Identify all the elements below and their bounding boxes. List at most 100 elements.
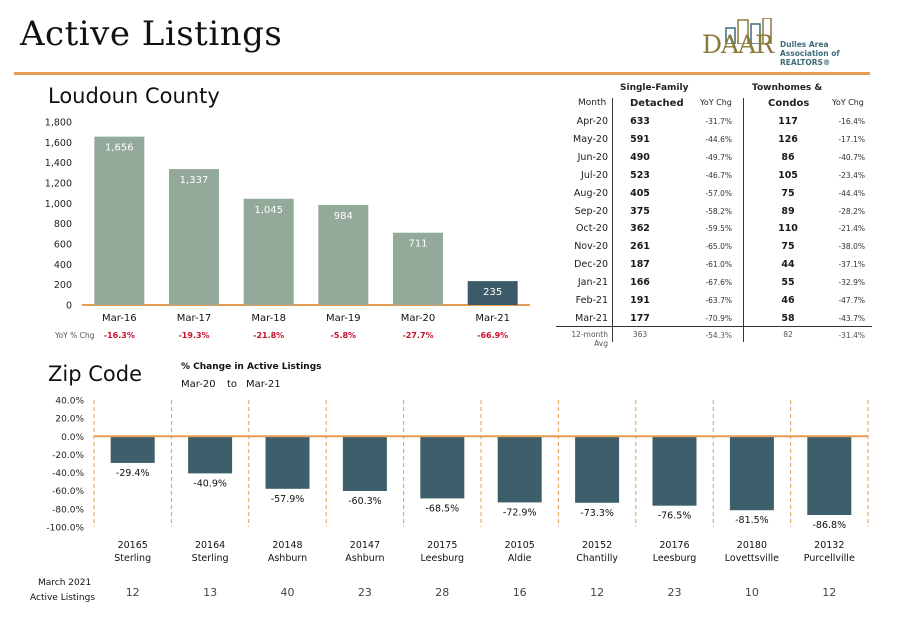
table-row: Mar-21 177 -70.9% 58 -43.7% [556,310,872,328]
x-tick-label: Mar-19 [326,313,361,324]
th-count-cell: 75 [781,241,795,253]
sf-yoy-cell: -46.7% [705,170,732,180]
bar-value-label: 1,045 [254,205,283,216]
county-bar-chart: 0 200 400 600 800 1,000 1,200 1,400 1,600 1,800 1,… [45,118,530,340]
active-listings-count: 12 [590,586,604,599]
month-cell: Oct-20 [576,223,608,235]
logo-line-2: Association of REALTORS® [780,49,840,67]
x-tick-label: Mar-21 [475,313,510,324]
th-count-cell: 55 [781,277,795,289]
active-listings-count: 12 [822,586,836,599]
active-listings-count: 16 [513,586,527,599]
th-yoy-cell: -43.7% [838,313,865,323]
sf-yoy-cell: -61.0% [705,260,732,270]
table-avg-row: 12-month Avg 363 -54.3% 82 -31.4% [556,327,872,348]
th-yoy-cell: -37.1% [838,260,865,270]
zip-code-label: 20164 [195,540,225,551]
y-tick-label: -60.0% [52,487,84,497]
sf-count-cell: 166 [630,277,650,289]
table-divider-middle [743,98,744,342]
table-row: Apr-20 633 -31.7% 117 -16.4% [556,113,872,131]
month-cell: Feb-21 [575,295,608,306]
y-tick-label: 400 [54,260,72,271]
bar [807,436,852,516]
th-count-cell: 117 [778,116,798,127]
y-tick-label: 40.0% [55,397,84,407]
th-yoy-cell: -38.0% [838,242,865,252]
city-label: Sterling [192,553,229,564]
col-header-yoy-sf: YoY Chg [700,98,732,107]
month-cell: 12-month Avg [571,330,608,348]
bar [110,436,155,463]
sf-count-cell: 177 [630,312,650,324]
city-label: Chantilly [576,553,618,564]
active-listings-count: 28 [435,586,449,599]
th-count-cell: 110 [778,223,798,235]
y-tick-label: 0.0% [61,433,84,443]
page-title: Active Listings [20,14,283,54]
month-cell: Jul-20 [581,169,608,181]
bar-value-label: -72.9% [503,507,537,518]
active-listings-label-1: March 2021 [38,578,92,588]
bar-value-label: -57.9% [271,494,305,505]
sf-count-cell: 362 [630,223,650,235]
sf-yoy-cell: -67.6% [705,278,732,288]
bar [467,281,518,305]
bar-value-label: 711 [408,239,427,250]
sf-yoy-cell: -44.6% [705,134,732,144]
col-header-th-2: Condos [768,98,810,109]
yoy-change-label: -5.8% [331,331,357,340]
sf-count-cell: 405 [630,187,650,199]
sf-count-cell: 523 [630,169,650,181]
bar [393,232,443,305]
sf-yoy-cell: -65.0% [705,242,732,252]
logo-wordmark: DAAR [702,30,774,59]
active-listings-count: 10 [745,586,759,599]
city-label: Leesburg [653,553,697,564]
zip-code-label: 20175 [427,540,457,551]
table-row: Dec-20 187 -61.0% 44 -37.1% [556,256,872,274]
bar [342,436,387,491]
month-cell: Jun-20 [577,151,608,163]
yoy-row-label: YoY % Chg [54,331,95,340]
th-yoy-cell: -40.7% [838,152,865,162]
yoy-change-label: -19.3% [178,331,209,340]
bar-value-label: -86.8% [812,520,846,531]
y-tick-label: -80.0% [52,505,84,515]
zip-code-label: 20180 [737,540,767,551]
bar-value-label: -29.4% [116,468,150,479]
bar-value-label: -60.3% [348,496,382,507]
city-label: Purcellville [804,553,855,564]
bar-value-label: 235 [483,287,502,298]
sf-count-cell: 363 [632,330,648,339]
bar [497,436,542,503]
col-header-sf-2: Detached [630,98,684,109]
month-cell: Dec-20 [574,259,608,271]
bar [188,436,233,474]
sf-yoy-cell: -63.7% [705,296,732,305]
bar [575,436,620,503]
x-tick-label: Mar-20 [401,313,436,324]
city-label: Aldie [508,553,532,564]
table-row: Sep-20 375 -58.2% 89 -28.2% [556,203,872,221]
th-count-cell: 126 [778,133,798,145]
bar [652,436,697,506]
city-label: Ashburn [345,553,384,564]
zip-range-end: Mar-21 [246,379,281,390]
th-yoy-cell: -47.7% [838,296,865,305]
bar [420,436,465,499]
zip-section-title: Zip Code [48,362,142,386]
th-yoy-cell: -32.9% [838,278,865,288]
bar-value-label: -81.5% [735,515,769,526]
table-row: Nov-20 261 -65.0% 75 -38.0% [556,238,872,256]
city-label: Lovettsville [725,553,779,564]
th-yoy-cell: -21.4% [838,224,865,234]
th-count-cell: 89 [781,205,795,217]
sf-yoy-cell: -58.2% [705,206,732,216]
sf-count-cell: 261 [630,241,650,253]
y-tick-label: 800 [54,219,72,230]
sf-yoy-cell: -57.0% [705,188,732,198]
county-section-title: Loudoun County [48,84,220,108]
table-row: Jul-20 523 -46.7% 105 -23.4% [556,167,872,185]
zip-change-bar-chart: -100.0% -80.0% -60.0% -40.0% -20.0% 0.0% 20.0%… [46,397,869,599]
